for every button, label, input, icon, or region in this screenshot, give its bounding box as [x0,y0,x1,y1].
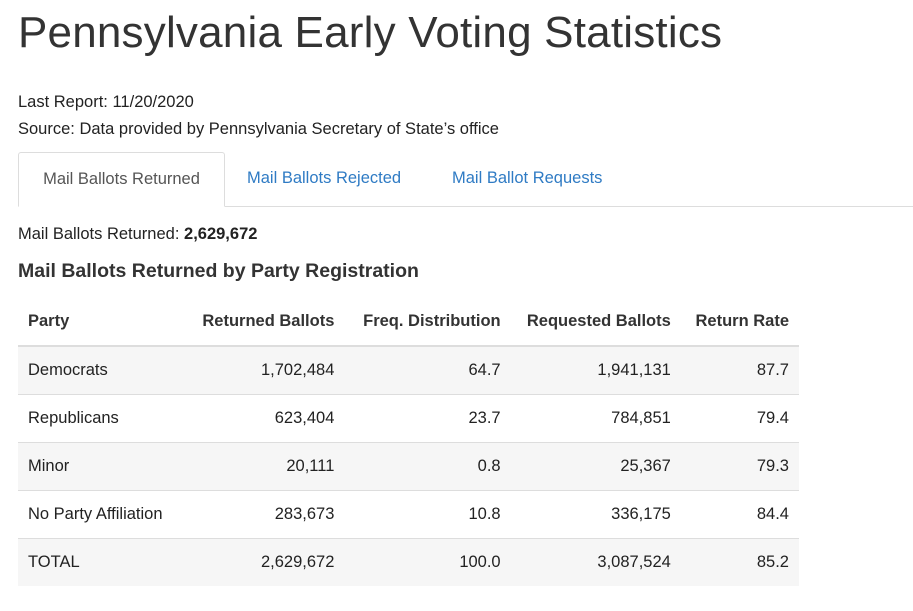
source-label: Source: [18,120,75,138]
cell-requested-ballots: 25,367 [510,442,681,491]
table-row-total: TOTAL 2,629,672 100.0 3,087,524 85.2 [18,538,799,586]
cell-freq-distribution: 64.7 [344,345,511,395]
cell-returned-ballots: 2,629,672 [184,538,345,586]
summary-label: Mail Ballots Returned: [18,225,180,243]
cell-return-rate: 84.4 [680,490,799,539]
cell-freq-distribution: 10.8 [344,490,511,539]
section-title: Mail Ballots Returned by Party Registrat… [18,260,419,282]
tab-mail-ballots-rejected[interactable]: Mail Ballots Rejected [247,169,402,187]
cell-returned-ballots: 20,111 [184,442,345,491]
column-header-returned-ballots: Returned Ballots [184,298,345,347]
cell-party: No Party Affiliation [18,490,185,539]
cell-returned-ballots: 623,404 [184,394,345,443]
cell-returned-ballots: 283,673 [184,490,345,539]
cell-returned-ballots: 1,702,484 [184,345,345,395]
table-row: Minor 20,111 0.8 25,367 79.3 [18,442,799,491]
cell-party: TOTAL [18,538,185,586]
column-header-requested-ballots: Requested Ballots [510,298,681,347]
last-report-value: 11/20/2020 [112,93,194,111]
cell-party: Minor [18,442,185,491]
cell-party: Democrats [18,345,185,395]
table-header-row: Party Returned Ballots Freq. Distributio… [18,298,799,347]
cell-return-rate: 85.2 [680,538,799,586]
column-header-party: Party [18,298,185,347]
table-row: Democrats 1,702,484 64.7 1,941,131 87.7 [18,345,799,395]
cell-return-rate: 87.7 [680,345,799,395]
party-registration-table: Party Returned Ballots Freq. Distributio… [18,298,799,586]
source-value: Data provided by Pennsylvania Secretary … [79,120,499,138]
cell-freq-distribution: 0.8 [344,442,511,491]
report-meta: Last Report: 11/20/2020 Source: Data pro… [18,89,499,143]
cell-party: Republicans [18,394,185,443]
cell-requested-ballots: 784,851 [510,394,681,443]
last-report-line: Last Report: 11/20/2020 [18,89,499,116]
cell-return-rate: 79.4 [680,394,799,443]
cell-requested-ballots: 3,087,524 [510,538,681,586]
table-row: Republicans 623,404 23.7 784,851 79.4 [18,394,799,443]
source-line: Source: Data provided by Pennsylvania Se… [18,116,499,143]
cell-requested-ballots: 336,175 [510,490,681,539]
column-header-return-rate: Return Rate [680,298,799,347]
cell-requested-ballots: 1,941,131 [510,345,681,395]
column-header-freq-distribution: Freq. Distribution [344,298,511,347]
tab-bar: Mail Ballots Returned Mail Ballots Rejec… [18,152,913,207]
cell-return-rate: 79.3 [680,442,799,491]
page-title: Pennsylvania Early Voting Statistics [18,8,723,57]
returned-summary: Mail Ballots Returned: 2,629,672 [18,222,257,246]
tab-mail-ballots-returned[interactable]: Mail Ballots Returned [18,152,225,207]
cell-freq-distribution: 23.7 [344,394,511,443]
summary-value: 2,629,672 [184,225,258,243]
tab-mail-ballot-requests[interactable]: Mail Ballot Requests [452,169,603,187]
cell-freq-distribution: 100.0 [344,538,511,586]
table-row: No Party Affiliation 283,673 10.8 336,17… [18,490,799,539]
last-report-label: Last Report: [18,93,108,111]
